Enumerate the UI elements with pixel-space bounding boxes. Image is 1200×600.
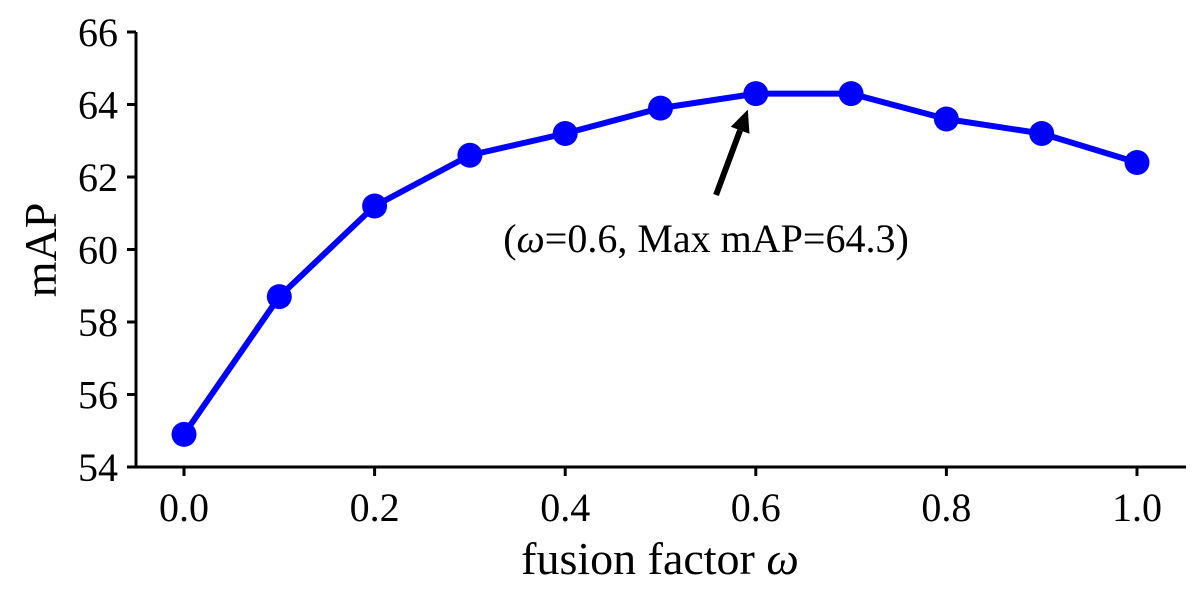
x-axis-title-symbol: ω: [766, 533, 798, 584]
series-points: [171, 81, 1150, 447]
x-tick-label: 0.4: [540, 485, 590, 530]
y-tick-label: 64: [78, 83, 118, 128]
x-ticks: 0.0 0.2 0.4 0.6 0.8 1.0: [159, 467, 1162, 530]
y-tick-label: 58: [78, 300, 118, 345]
annotation-suffix: =0.6, Max mAP=64.3): [545, 216, 909, 261]
x-axis-title: fusion factor ω: [521, 533, 799, 584]
annotation: (ω=0.6, Max mAP=64.3): [503, 109, 909, 261]
data-point: [838, 81, 864, 107]
y-tick-label: 56: [78, 373, 118, 418]
series-0: [171, 81, 1150, 447]
data-point: [552, 121, 578, 146]
data-point: [266, 284, 292, 310]
y-axis-title: mAP: [15, 203, 66, 298]
data-point: [457, 142, 483, 168]
annotation-symbol: ω: [517, 216, 545, 261]
data-point: [1124, 150, 1150, 175]
annotation-arrow: [713, 129, 743, 197]
annotation-label: (ω=0.6, Max mAP=64.3): [503, 216, 909, 261]
y-tick-label: 62: [78, 155, 118, 200]
axes: 54 56 58 60 62 64 66 0.0 0.2 0.4 0.6 0.8 1.0: [78, 10, 1186, 530]
data-point: [743, 81, 769, 107]
annotation-prefix: (: [503, 216, 516, 261]
x-tick-label: 0.0: [159, 485, 209, 530]
y-tick-label: 60: [78, 228, 118, 273]
y-ticks: 54 56 58 60 62 64 66: [78, 10, 136, 490]
x-tick-label: 0.6: [731, 485, 781, 530]
data-point: [171, 421, 197, 447]
data-point: [933, 106, 959, 132]
x-axis-title-text: fusion factor: [521, 533, 766, 584]
data-point: [362, 193, 388, 219]
series-line: [181, 90, 1138, 437]
y-tick-label: 54: [78, 445, 118, 490]
x-tick-label: 0.2: [350, 485, 400, 530]
data-point: [1029, 121, 1055, 146]
y-tick-label: 66: [78, 10, 118, 55]
annotation-arrow-head: [730, 109, 750, 134]
data-point: [648, 95, 673, 121]
x-tick-label: 1.0: [1112, 485, 1162, 530]
x-tick-label: 0.8: [921, 485, 971, 530]
